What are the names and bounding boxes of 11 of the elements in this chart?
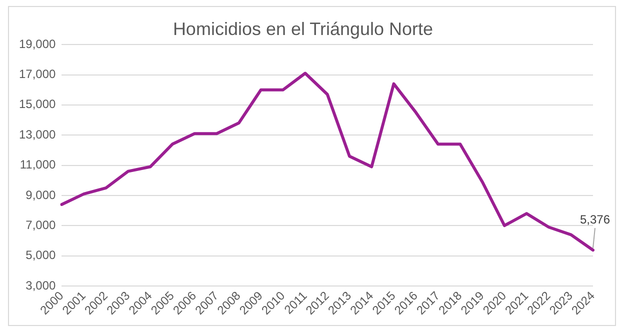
chart-title: Homicidios en el Triángulo Norte (172, 18, 434, 39)
y-tick-label: 15,000 (19, 97, 56, 112)
y-tick-label: 17,000 (19, 67, 56, 82)
y-tick-label: 9,000 (26, 188, 56, 202)
y-tick-label: 3,000 (26, 278, 56, 292)
y-tick-label: 13,000 (19, 127, 56, 142)
y-tick-label: 19,000 (19, 36, 56, 51)
annotation: 5,376 (580, 212, 610, 226)
y-tick-label: 5,000 (26, 248, 56, 262)
y-tick-label: 7,000 (26, 218, 56, 232)
y-tick-label: 11,000 (20, 158, 56, 172)
